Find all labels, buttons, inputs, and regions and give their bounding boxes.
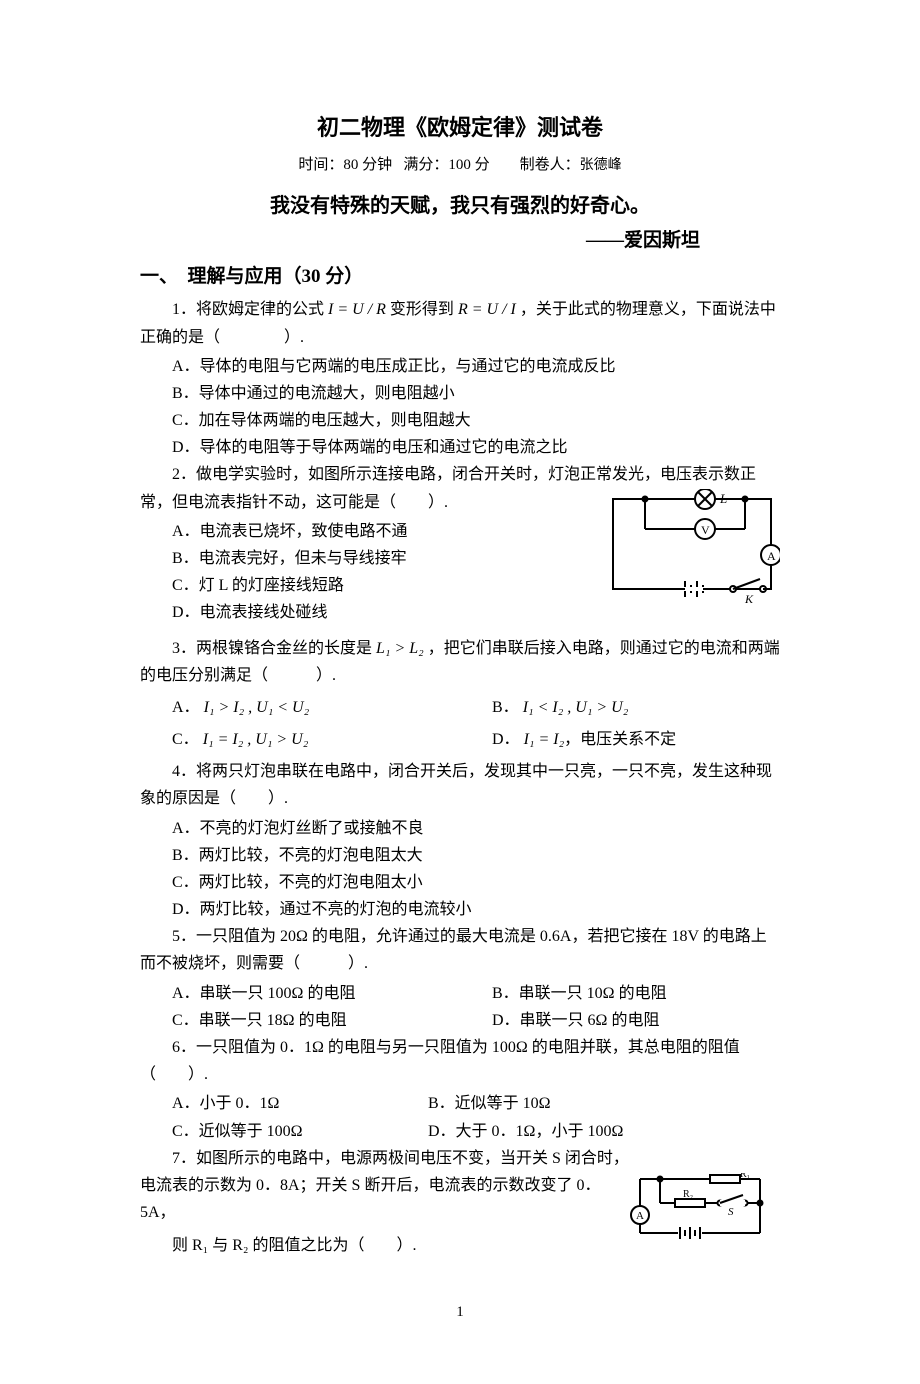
q1-formula-1: I = U / R: [328, 301, 386, 318]
q2-option-a: A．电流表已烧坏，致使电路不通: [140, 518, 600, 545]
svg-text:A: A: [767, 549, 776, 563]
q5-option-a: A．串联一只 100Ω 的电阻: [140, 980, 460, 1007]
q6-option-c: C．近似等于 100Ω: [140, 1118, 428, 1145]
q6-option-a: A．小于 0．1Ω: [140, 1090, 428, 1117]
q4-option-a: A．不亮的灯泡灯丝断了或接触不良: [140, 815, 780, 842]
q3-option-c: I₁ = I₂ , U₁ > U₂: [203, 731, 309, 748]
quote-author: ——爱因斯坦: [140, 226, 780, 256]
svg-text:L: L: [719, 491, 727, 506]
q3-text-a: 3．两根镍铬合金丝的长度是: [172, 640, 376, 657]
q3-option-b: I₁ < I₂ , U₁ > U₂: [523, 699, 629, 716]
svg-text:R₁: R₁: [740, 1173, 750, 1180]
q3-d-label: D．: [492, 731, 520, 748]
maker-label: 制卷人：: [520, 157, 580, 173]
q2-option-d: D．电流表接线处碰线: [140, 599, 600, 626]
svg-text:K: K: [744, 592, 754, 604]
q1-option-a: A．导体的电阻与它两端的电压成正比，与通过它的电流成反比: [140, 353, 780, 380]
q1-option-d: D．导体的电阻等于导体两端的电压和通过它的电流之比: [140, 434, 780, 461]
q2-option-c: C．灯 L 的灯座接线短路: [140, 572, 600, 599]
page-title: 初二物理《欧姆定律》测试卷: [140, 110, 780, 145]
svg-text:S: S: [728, 1206, 734, 1218]
q3-option-a: I₁ > I₂ , U₁ < U₂: [204, 699, 310, 716]
q3-b-label: B．: [492, 699, 519, 716]
q3-formula: L₁ > L₂: [376, 640, 424, 657]
q5-option-c: C．串联一只 18Ω 的电阻: [140, 1007, 460, 1034]
svg-text:V: V: [701, 523, 710, 537]
q4-option-c: C．两灯比较，不亮的灯泡电阻太小: [140, 869, 780, 896]
q1-stem: 1．将欧姆定律的公式 I = U / R 变形得到 R = U / I ，关于此…: [140, 296, 780, 350]
q3-stem: 3．两根镍铬合金丝的长度是 L₁ > L₂ ，把它们串联后接入电路，则通过它的电…: [140, 635, 780, 689]
q3-c-label: C．: [172, 731, 199, 748]
quote-text: 我没有特殊的天赋，我只有强烈的好奇心。: [140, 190, 780, 222]
q5-options: A．串联一只 100Ω 的电阻 B．串联一只 10Ω 的电阻 C．串联一只 18…: [140, 980, 780, 1034]
q4-option-d: D．两灯比较，通过不亮的灯泡的电流较小: [140, 896, 780, 923]
q6-options-row1: A．小于 0．1Ω B．近似等于 10Ω: [140, 1090, 780, 1117]
svg-text:R₂: R₂: [683, 1189, 693, 1200]
q6-stem: 6．一只阻值为 0．1Ω 的电阻与另一只阻值为 100Ω 的电阻并联，其总电阻的…: [140, 1034, 780, 1088]
q6-option-d: D．大于 0．1Ω，小于 100Ω: [428, 1118, 780, 1145]
q3-options-row2: C． I₁ = I₂ , U₁ > U₂ D． I₁ = I₂，电压关系不定: [140, 727, 780, 753]
q7-container: 7．如图所示的电路中，电源两极间电压不变，当开关 S 闭合时，电流表的示数为 0…: [140, 1145, 780, 1260]
page-number: 1: [140, 1300, 780, 1324]
q3-option-d-text: ，电压关系不定: [564, 731, 676, 748]
q6-options-row2: C．近似等于 100Ω D．大于 0．1Ω，小于 100Ω: [140, 1118, 780, 1145]
q2-circuit-diagram: L V A K: [605, 489, 780, 604]
q1-option-b: B．导体中通过的电流越大，则电阻越小: [140, 380, 780, 407]
exam-info-line: 时间：80 分钟 满分：100 分 制卷人：张德峰: [140, 153, 780, 177]
q4-option-b: B．两灯比较，不亮的灯泡电阻太大: [140, 842, 780, 869]
svg-text:A: A: [636, 1210, 644, 1222]
q2-container: 2．做电学实验时，如图所示连接电路，闭合开关时，灯泡正常发光，电压表示数正常，但…: [140, 461, 780, 626]
q1-text-a: 1．将欧姆定律的公式: [172, 301, 328, 318]
q3-option-d-formula: I₁ = I₂: [524, 731, 565, 748]
q5-option-b: B．串联一只 10Ω 的电阻: [460, 980, 780, 1007]
q7-circuit-diagram: R₁ R₂ S A: [630, 1173, 770, 1243]
q3-options-row1: A． I₁ > I₂ , U₁ < U₂ B． I₁ < I₂ , U₁ > U…: [140, 695, 780, 721]
q3-a-label: A．: [172, 699, 200, 716]
section-1-header: 一、 理解与应用（30 分）: [140, 262, 780, 292]
q2-option-b: B．电流表完好，但未与导线接牢: [140, 545, 600, 572]
q1-text-b: 变形得到: [386, 301, 458, 318]
q1-formula-2: R = U / I: [458, 301, 516, 318]
maker-name: 张德峰: [580, 158, 622, 173]
q5-option-d: D．串联一只 6Ω 的电阻: [460, 1007, 780, 1034]
q4-stem: 4．将两只灯泡串联在电路中，闭合开关后，发现其中一只亮，一只不亮，发生这种现象的…: [140, 758, 780, 812]
q5-stem: 5．一只阻值为 20Ω 的电阻，允许通过的最大电流是 0.6A，若把它接在 18…: [140, 923, 780, 977]
q1-option-c: C．加在导体两端的电压越大，则电阻越大: [140, 407, 780, 434]
exam-score: 满分：100 分: [403, 157, 489, 173]
q6-option-b: B．近似等于 10Ω: [428, 1090, 780, 1117]
exam-time: 时间：80 分钟: [298, 157, 392, 173]
